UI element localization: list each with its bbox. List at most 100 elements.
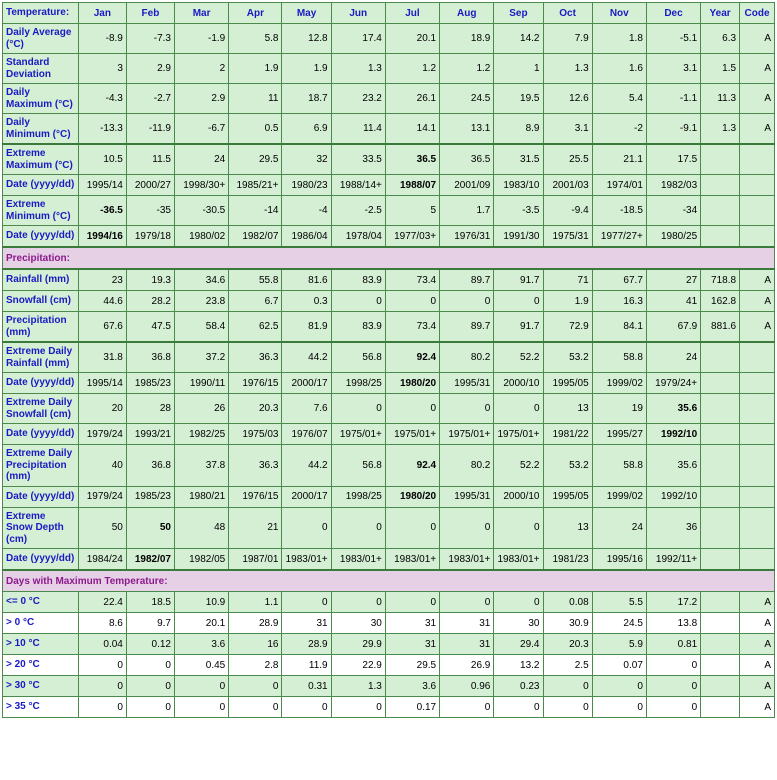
cell: 1992/11+ xyxy=(646,549,700,571)
cell: 8.6 xyxy=(78,613,126,634)
cell: 10.5 xyxy=(78,144,126,175)
cell: -6.7 xyxy=(174,114,228,145)
cell: 0 xyxy=(282,507,331,549)
cell: 31 xyxy=(440,613,494,634)
cell: 50 xyxy=(126,507,174,549)
cell: 91.7 xyxy=(494,312,543,343)
cell: 28.9 xyxy=(282,634,331,655)
row-label: Extreme Daily Precipitation (mm) xyxy=(3,445,79,487)
row-label: > 0 °C xyxy=(3,613,79,634)
cell: 1993/21 xyxy=(126,424,174,445)
table-row: Extreme Snow Depth (cm)50504821000001324… xyxy=(3,507,775,549)
cell: 1995/31 xyxy=(440,486,494,507)
cell: 1.2 xyxy=(385,54,439,84)
table-row: Date (yyyy/dd)1994/161979/181980/021982/… xyxy=(3,226,775,248)
cell: 27 xyxy=(646,269,700,291)
cell: 73.4 xyxy=(385,312,439,343)
row-label: Daily Average (°C) xyxy=(3,24,79,54)
cell: 21 xyxy=(229,507,282,549)
cell: 1.5 xyxy=(701,54,740,84)
cell: 0 xyxy=(385,507,439,549)
cell: 2.8 xyxy=(229,655,282,676)
cell: 0 xyxy=(331,394,385,424)
cell: 1977/03+ xyxy=(385,226,439,248)
cell: 1980/20 xyxy=(385,373,439,394)
cell: 92.4 xyxy=(385,445,439,487)
cell: A xyxy=(740,114,775,145)
cell: 24.5 xyxy=(440,84,494,114)
cell: A xyxy=(740,613,775,634)
cell: 28.9 xyxy=(229,613,282,634)
cell: 40 xyxy=(78,445,126,487)
cell xyxy=(740,226,775,248)
cell: 1983/01+ xyxy=(282,549,331,571)
cell: 80.2 xyxy=(440,445,494,487)
cell: -36.5 xyxy=(78,196,126,226)
row-label: Date (yyyy/dd) xyxy=(3,373,79,394)
cell xyxy=(740,507,775,549)
cell: 13.2 xyxy=(494,655,543,676)
cell: 24 xyxy=(646,342,700,373)
cell: 0.12 xyxy=(126,634,174,655)
cell: 22.4 xyxy=(78,592,126,613)
cell: 1.3 xyxy=(331,676,385,697)
table-row: Date (yyyy/dd)1979/241993/211982/251975/… xyxy=(3,424,775,445)
cell: 3.6 xyxy=(174,634,228,655)
cell: 50 xyxy=(78,507,126,549)
cell: 0 xyxy=(543,676,592,697)
col-oct: Oct xyxy=(543,3,592,24)
cell xyxy=(701,445,740,487)
cell xyxy=(740,196,775,226)
cell: 2001/09 xyxy=(440,175,494,196)
cell: 0 xyxy=(494,592,543,613)
cell: 1975/31 xyxy=(543,226,592,248)
table-row: <= 0 °C22.418.510.91.1000000.085.517.2A xyxy=(3,592,775,613)
cell xyxy=(701,486,740,507)
cell: 11.3 xyxy=(701,84,740,114)
cell: 35.6 xyxy=(646,445,700,487)
cell: 1981/22 xyxy=(543,424,592,445)
cell: 1998/25 xyxy=(331,373,385,394)
cell xyxy=(701,549,740,571)
cell: 1981/23 xyxy=(543,549,592,571)
row-label: > 10 °C xyxy=(3,634,79,655)
cell: 1982/25 xyxy=(174,424,228,445)
cell: 19.3 xyxy=(126,269,174,291)
cell: 16 xyxy=(229,634,282,655)
table-row: Daily Average (°C)-8.9-7.3-1.95.812.817.… xyxy=(3,24,775,54)
table-row: Date (yyyy/dd)1995/141985/231990/111976/… xyxy=(3,373,775,394)
cell: 1982/03 xyxy=(646,175,700,196)
cell: 1.9 xyxy=(282,54,331,84)
cell xyxy=(701,144,740,175)
cell: 2.9 xyxy=(126,54,174,84)
cell: 13.1 xyxy=(440,114,494,145)
cell: 2000/10 xyxy=(494,373,543,394)
cell: 0.45 xyxy=(174,655,228,676)
cell: 1 xyxy=(494,54,543,84)
cell: 67.9 xyxy=(646,312,700,343)
cell: 10.9 xyxy=(174,592,228,613)
cell: 162.8 xyxy=(701,291,740,312)
cell: 11.9 xyxy=(282,655,331,676)
cell: 1990/11 xyxy=(174,373,228,394)
cell: 0.3 xyxy=(282,291,331,312)
col-code: Code xyxy=(740,3,775,24)
cell: 58.8 xyxy=(592,445,646,487)
cell: 17.5 xyxy=(646,144,700,175)
cell: 1976/31 xyxy=(440,226,494,248)
cell: 1976/15 xyxy=(229,486,282,507)
cell: 0 xyxy=(78,697,126,718)
cell: 0 xyxy=(494,394,543,424)
col-sep: Sep xyxy=(494,3,543,24)
cell: 0.96 xyxy=(440,676,494,697)
cell: 44.6 xyxy=(78,291,126,312)
cell xyxy=(701,697,740,718)
cell xyxy=(701,373,740,394)
cell xyxy=(740,424,775,445)
cell: 0 xyxy=(331,697,385,718)
cell: 0 xyxy=(78,676,126,697)
table-row: Extreme Daily Rainfall (mm)31.836.837.23… xyxy=(3,342,775,373)
row-label: Extreme Snow Depth (cm) xyxy=(3,507,79,549)
col-jul: Jul xyxy=(385,3,439,24)
cell: -2.7 xyxy=(126,84,174,114)
